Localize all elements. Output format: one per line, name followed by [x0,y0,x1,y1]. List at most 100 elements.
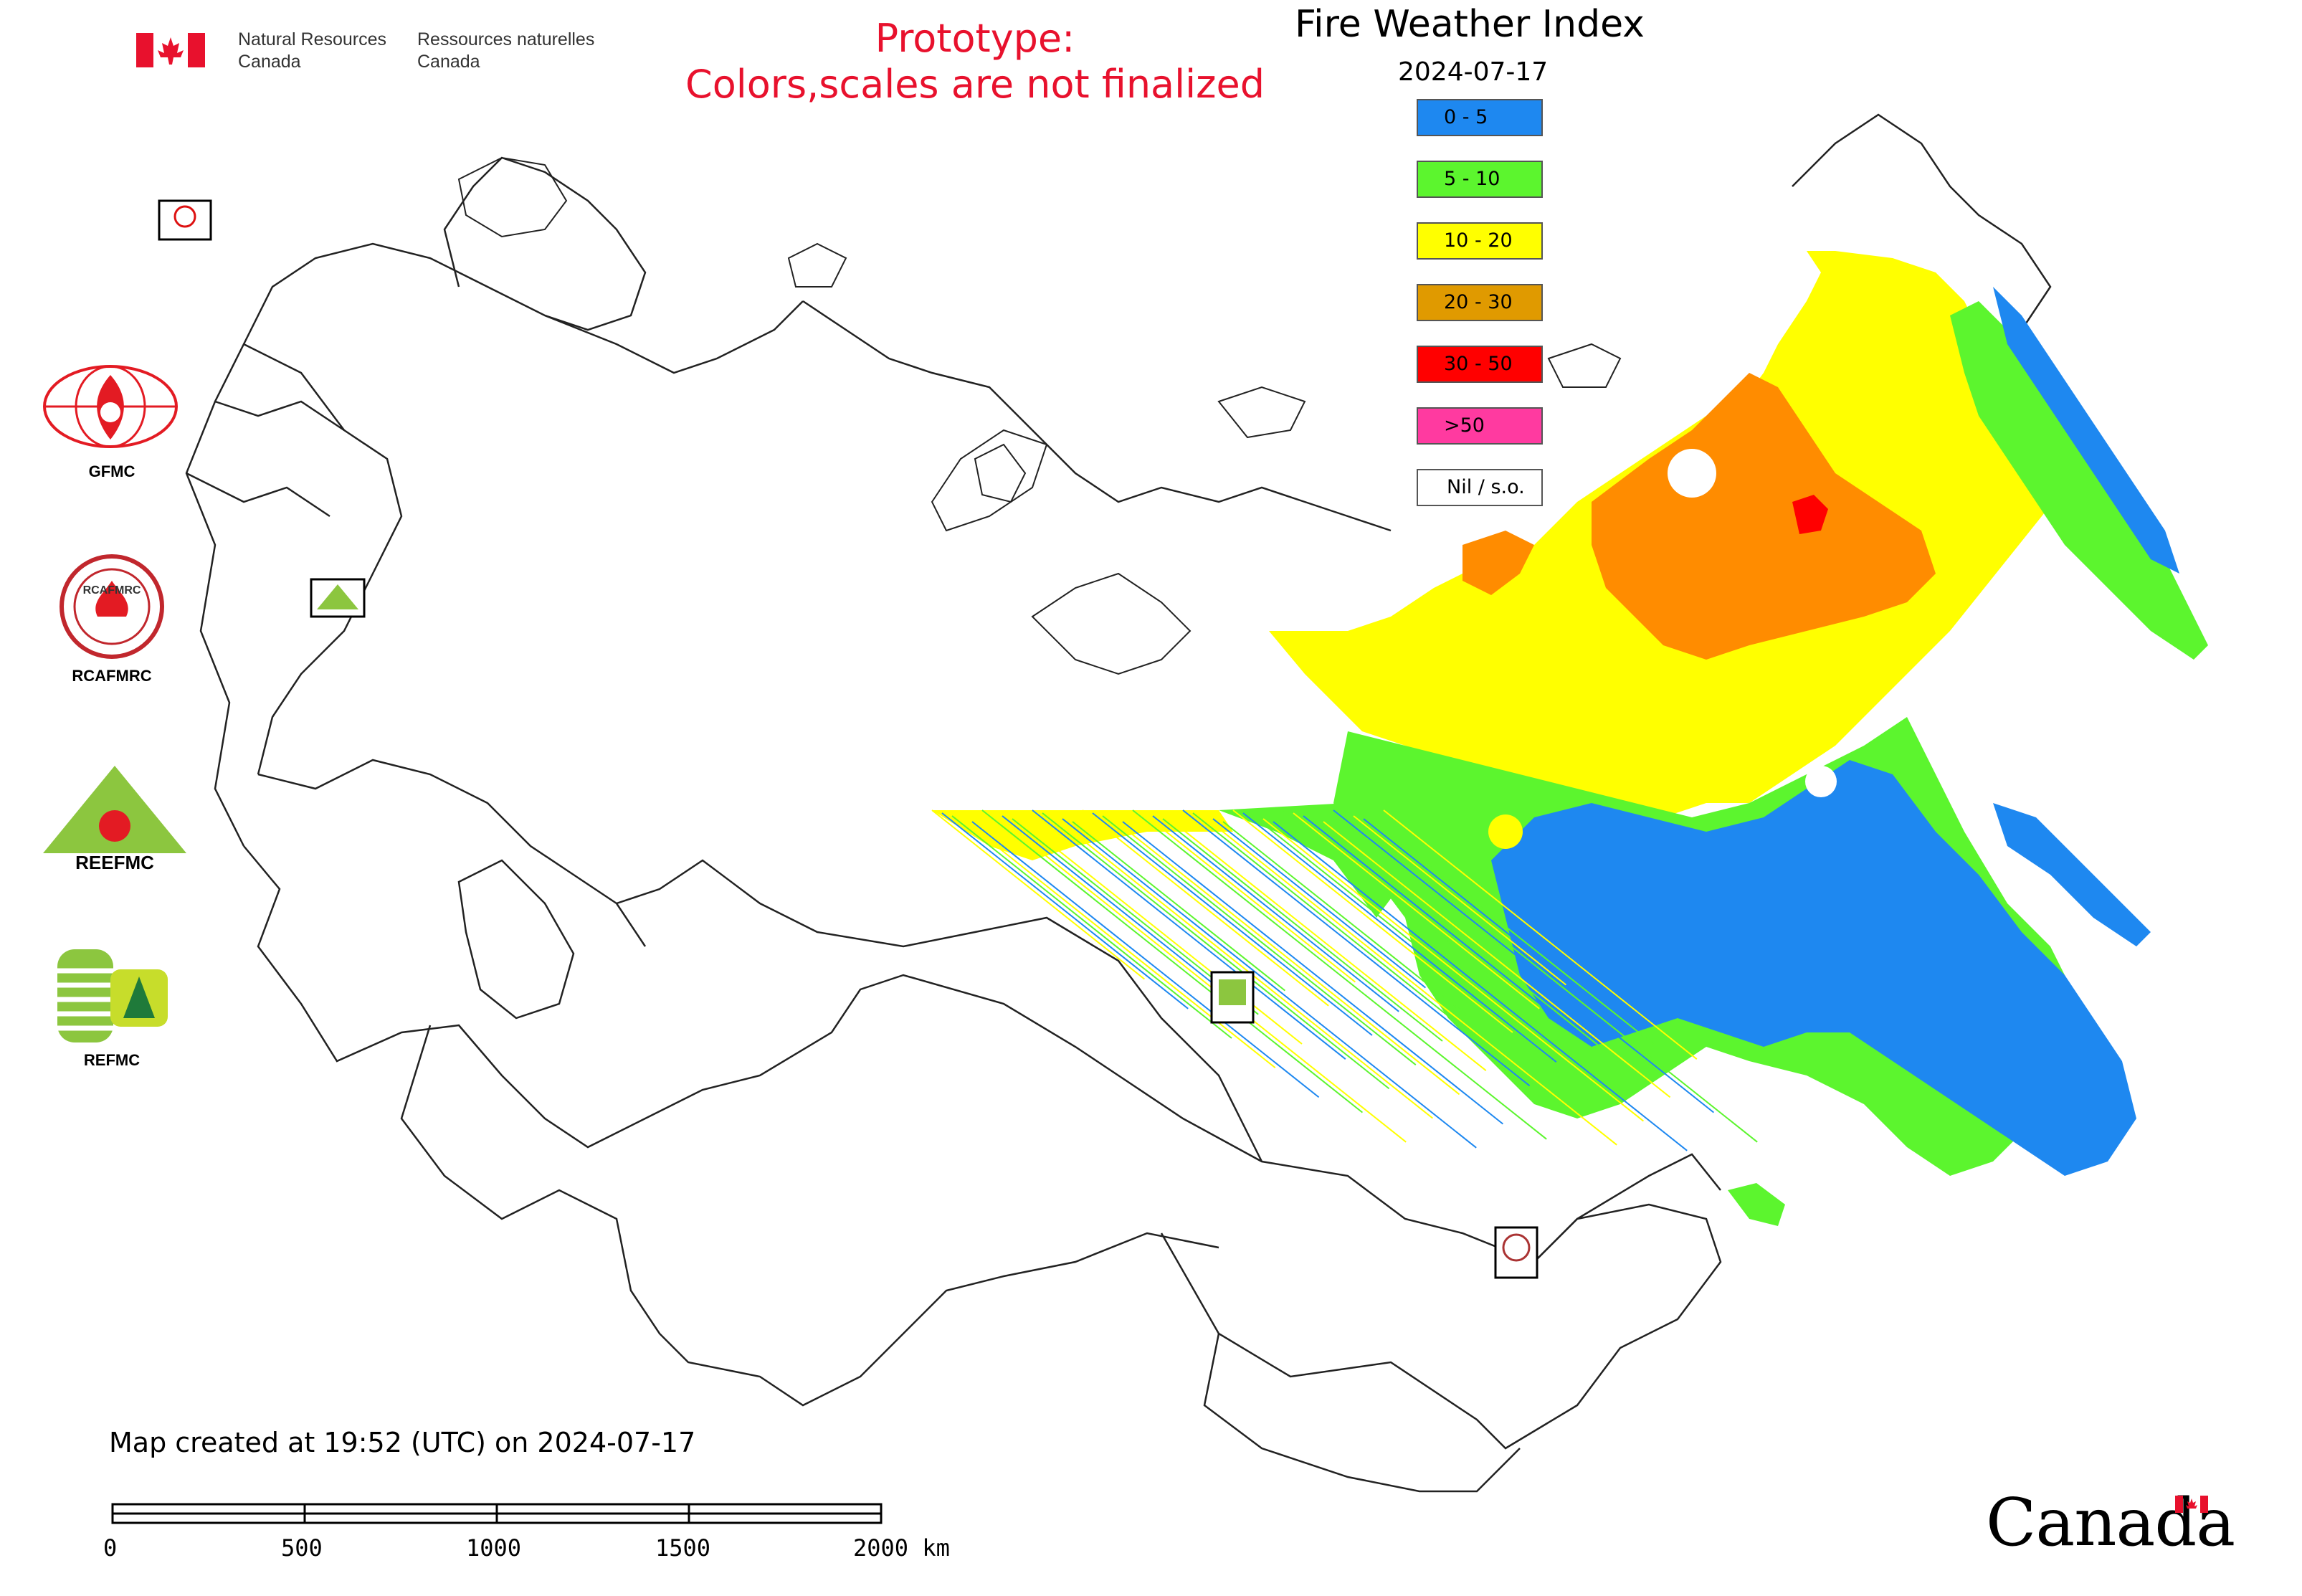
island-svalbard [457,156,568,238]
fwi-zone-red [1792,495,1828,534]
streak-line [931,809,1146,980]
streak-line [1232,809,1513,1033]
streak-line [1102,815,1417,1065]
streak-line [1343,812,1758,1143]
prototype-notice: Prototype: Colors,scales are not finaliz… [645,16,1305,108]
badge-gfmc-icon [173,205,196,228]
streak-line [1032,809,1346,1060]
logo-rcafmrc-label: RCAFMRC [72,667,152,685]
logo-rcafmrc: RCAFMRC RCAFMRC [40,552,184,688]
fwi-zone-blue [1491,760,2136,1176]
logo-gfmc: GFMC [40,362,184,480]
region-outline-arctic-coast [802,300,1392,532]
streak-line [1052,815,1434,1119]
badge-refmc-icon [1219,979,1246,1005]
streak-line [1333,809,1715,1113]
streak-line [961,818,1276,1068]
streak-line [1142,812,1356,983]
legend-item-0: 0 - 5 [1417,99,1543,136]
island-wrangel [1547,343,1622,388]
streak-line [1042,812,1390,1090]
streak-line [1072,821,1286,992]
streak-lines [931,809,1758,1151]
streak-line [1112,818,1460,1096]
streak-line [941,812,1189,1010]
region-outline-kazakhstan [616,859,1263,1162]
scale-label-1500: 1500 [655,1534,711,1562]
fwi-hole-1 [1668,449,1716,498]
streak-line [1062,818,1477,1149]
region-outline-mongolia [1160,1203,1722,1450]
rcafmrc-seal-text: RCAFMRC [83,584,141,597]
region-outline-europe-inner [243,343,403,775]
legend-title: Fire Weather Index [1295,3,1645,46]
region-outline-chukotka [1792,113,2052,374]
gfmc-globe-icon [43,365,178,448]
fwi-zone-streak-green [1219,803,1398,918]
fwi-hole-4 [1695,1107,1718,1130]
streak-line [1212,818,1427,989]
fwi-zone-orange [1592,373,1936,660]
streak-line [1202,815,1617,1146]
streak-line [1152,815,1399,1012]
streak-line [1182,809,1531,1087]
rcafmrc-seal-icon: RCAFMRC [60,554,164,659]
streak-line [1373,821,1654,1045]
streak-line [1383,809,1698,1060]
prototype-line1: Prototype: [875,16,1075,61]
scale-label-1000: 1000 [466,1534,522,1562]
legend-item-1: 5 - 10 [1417,161,1543,198]
streak-line [1162,818,1443,1042]
region-outline-baltic [186,400,345,518]
reefmc-logo-text: REEFMC [75,852,154,873]
legend-item-6: Nil / s.o. [1417,469,1543,506]
island-severnaya-zemlya [974,443,1027,503]
streak-line [1002,815,1216,986]
canada-wordmark: Canada [1986,1484,2235,1561]
logo-refmc-label: REFMC [83,1051,141,1069]
streak-line [1323,821,1671,1098]
canada-flag-icon [136,33,205,67]
streak-line [1363,818,1610,1015]
island-franz-josef [787,242,847,288]
badge-rcafmrc-icon [1502,1233,1531,1262]
fwi-hole-2 [1805,766,1837,797]
fwi-raster [932,251,2208,1226]
streak-line [1273,821,1688,1151]
streak-line [981,809,1364,1113]
nrcan-signature: Natural Resources Canada Ressources natu… [136,29,624,79]
streak-line [1122,821,1504,1125]
arctic-islands [457,156,1622,675]
island-new-siberian [1217,386,1306,439]
legend-item-5: >50 [1417,407,1543,445]
fwi-zone-sakhalin-blue [1993,803,2151,946]
canada-wordmark-text: Canada [1986,1484,2235,1561]
legend-date: 2024-07-17 [1398,57,1549,87]
streak-line [1082,809,1329,1007]
nrcan-fr-line2: Canada [417,52,480,72]
streak-line [1222,821,1470,1018]
fwi-zone-hokkaido [1728,1183,1785,1226]
map-badges [158,199,1538,1279]
logo-reefmc: REEFMC [36,760,194,875]
legend-item-4: 30 - 50 [1417,346,1543,383]
region-outline-ukraine [257,759,647,947]
legend-item-3: 20 - 30 [1417,284,1543,321]
nrcan-en-line1: Natural Resources [238,29,387,49]
streak-line [971,821,1320,1098]
region-outline-main [243,845,1721,1263]
boundary-lines [185,113,2052,1493]
streak-line [991,812,1407,1143]
badge-reefmc-icon [317,584,358,609]
region-outline-caspian [457,859,575,1020]
logo-refmc: REFMC [40,946,184,1090]
streak-line [1293,812,1540,1010]
island-novaya-zemlya [931,429,1048,532]
region-outline-europe-west [185,242,804,847]
streak-line [1092,812,1373,1036]
refmc-emblem-icon [57,949,168,1042]
fwi-hole-3 [1488,814,1523,849]
prototype-line2: Colors,scales are not finalized [685,62,1265,107]
streak-line [1252,815,1601,1093]
